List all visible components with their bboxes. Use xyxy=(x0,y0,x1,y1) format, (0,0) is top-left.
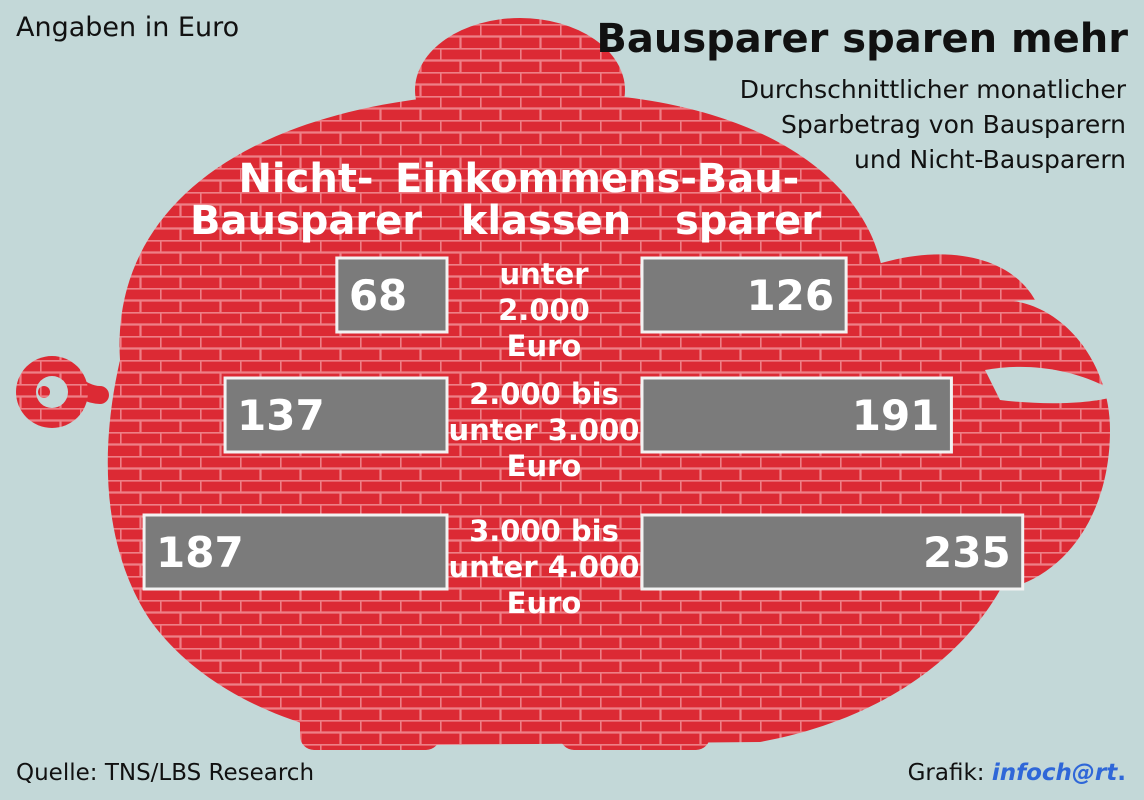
header-einkommensklassen: klassen xyxy=(461,198,632,244)
header-bausparer: Bau- xyxy=(697,156,800,202)
value-labels: 68 126 137 191 187 235 xyxy=(156,271,1011,577)
bar-nicht-bausparer-1 xyxy=(223,376,449,454)
category-label-1: Euro xyxy=(507,449,582,483)
credit-prefix: Grafik: xyxy=(907,760,992,786)
graphic-credit: Grafik: infoch@rt. xyxy=(908,760,1126,786)
category-label-2: Euro xyxy=(507,586,582,620)
bar-nicht-bausparer-0 xyxy=(335,256,449,334)
bar-bausparer-2 xyxy=(640,513,1025,591)
category-label-2: 3.000 bis xyxy=(469,514,619,548)
credit-suffix: . xyxy=(1117,760,1126,786)
subtitle-line: Durchschnittlicher monatlicher xyxy=(739,75,1126,104)
category-label-0: 2.000 xyxy=(498,293,590,327)
bar-marks xyxy=(142,256,1025,591)
value-label-bausparer-0: 126 xyxy=(746,271,834,320)
unit-note: Angaben in Euro xyxy=(16,12,240,43)
chart-subtitle: Durchschnittlicher monatlicher Sparbetra… xyxy=(740,72,1126,177)
header-nicht-bausparer: Nicht- xyxy=(238,156,373,202)
credit-brand: infoch@rt xyxy=(991,760,1118,786)
value-label-bausparer-2: 235 xyxy=(923,528,1011,577)
category-label-0: Euro xyxy=(507,329,582,363)
value-label-nicht-bausparer-0: 68 xyxy=(349,271,407,320)
subtitle-line: Sparbetrag von Bausparern xyxy=(780,110,1126,139)
header-nicht-bausparer: Bausparer xyxy=(190,198,422,244)
bar-bausparer-1 xyxy=(640,376,953,454)
source-note: Quelle: TNS/LBS Research xyxy=(16,760,315,786)
category-label-1: 2.000 bis xyxy=(469,377,619,411)
value-label-nicht-bausparer-1: 137 xyxy=(237,391,325,440)
category-label-1: unter 3.000 xyxy=(449,413,640,447)
category-label-0: unter xyxy=(499,257,589,291)
subtitle-line: und Nicht-Bausparern xyxy=(854,145,1126,174)
value-label-bausparer-1: 191 xyxy=(852,391,940,440)
category-label-2: unter 4.000 xyxy=(449,550,640,584)
chart-title: Bausparer sparen mehr xyxy=(596,16,1128,62)
bar-nicht-bausparer-2 xyxy=(142,513,449,591)
header-einkommensklassen: Einkommens- xyxy=(395,156,697,202)
header-bausparer: sparer xyxy=(675,198,821,244)
value-label-nicht-bausparer-2: 187 xyxy=(156,528,244,577)
bar-bausparer-0 xyxy=(640,256,848,334)
